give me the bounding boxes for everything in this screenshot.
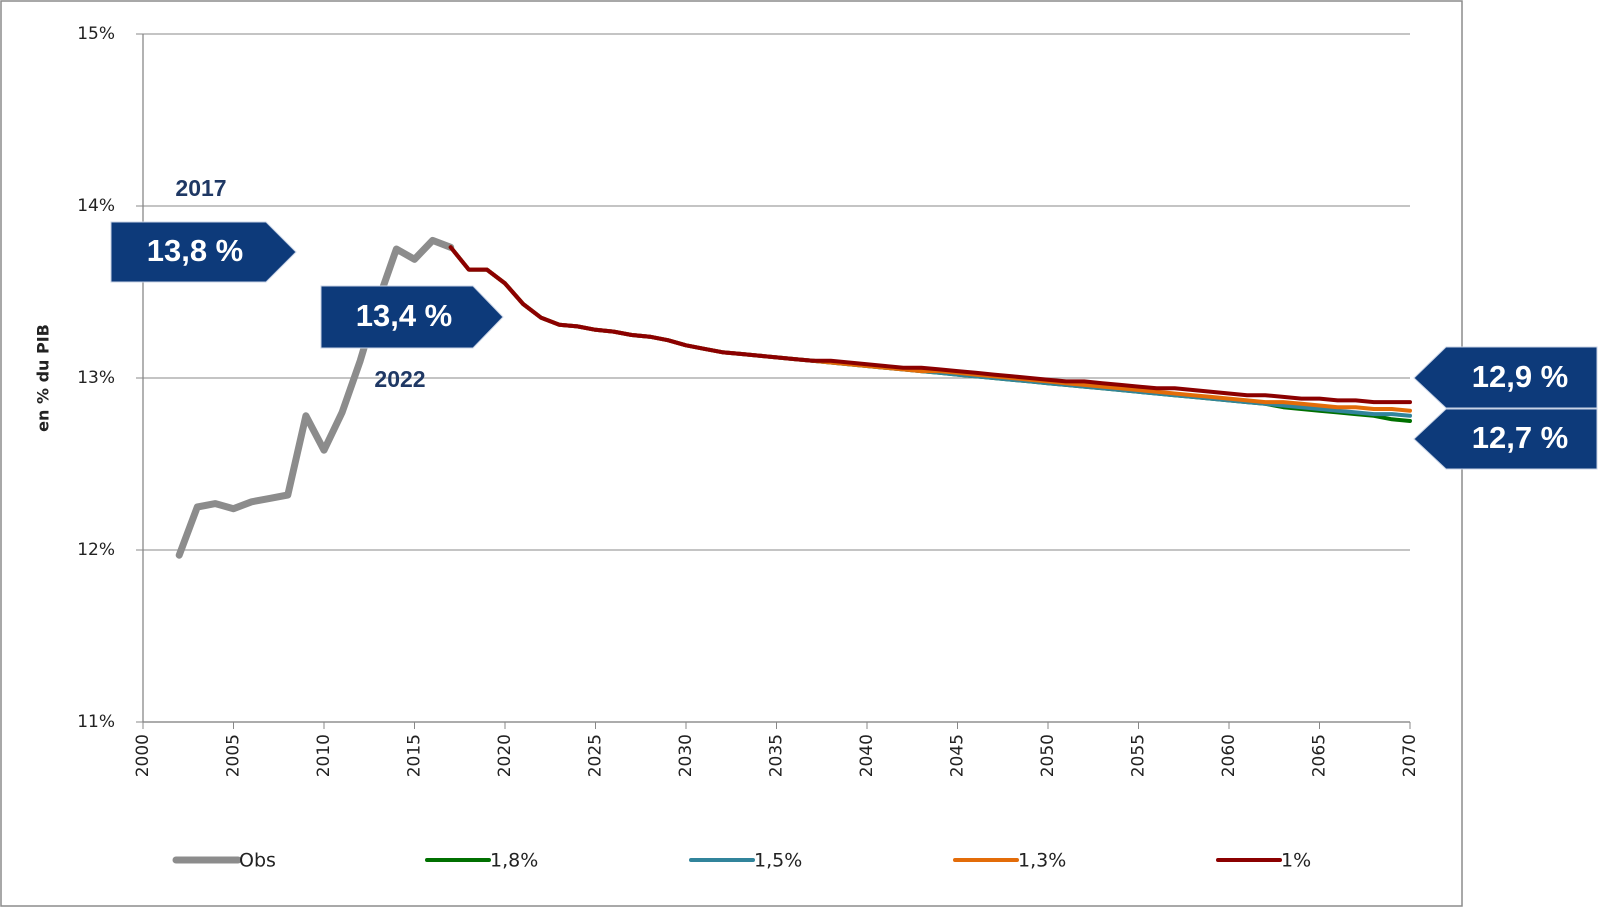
annotation: 13,4 % xyxy=(356,298,453,333)
x-tick-label: 2060 xyxy=(1219,734,1239,777)
x-tick-label: 2045 xyxy=(948,734,968,777)
callout xyxy=(1413,346,1598,409)
x-tick-label: 2040 xyxy=(857,734,877,777)
legend-label: 1,8% xyxy=(490,850,538,872)
annotation: 13,8 % xyxy=(147,233,244,268)
y-tick-label: 14% xyxy=(77,196,115,216)
y-axis-label: en % du PIB xyxy=(34,324,53,432)
y-tick-label: 15% xyxy=(77,24,115,44)
series-line xyxy=(175,236,455,559)
legend-label: 1,3% xyxy=(1018,850,1066,872)
annotations: 2017 13,8 % 13,4 % 2022 12,9 % 12,7 % xyxy=(110,175,1598,470)
x-tick-label: 2055 xyxy=(1129,734,1149,777)
plot-area: 11% 12% 13% 14% 15% 2000 2005 2010 2015 2020 2025 2… xyxy=(77,24,1420,777)
y-tick-label: 11% xyxy=(77,712,115,732)
x-tick-label: 2020 xyxy=(495,734,515,777)
y-tick-label: 12% xyxy=(77,540,115,560)
chart-frame xyxy=(0,0,1463,907)
x-tick-label: 2025 xyxy=(586,734,606,777)
callout xyxy=(320,285,504,349)
annotation: 2022 xyxy=(374,366,425,392)
x-tick-label: 2050 xyxy=(1038,734,1058,777)
annotation: 12,9 % xyxy=(1472,359,1569,394)
x-tick-label: 2035 xyxy=(767,734,787,777)
x-tick-label: 2065 xyxy=(1310,734,1330,777)
legend-label: 1,5% xyxy=(754,850,802,872)
x-tick-label: 2070 xyxy=(1400,734,1420,777)
x-tick-label: 2010 xyxy=(314,734,334,777)
x-tick-label: 2000 xyxy=(133,734,153,777)
x-tick-label: 2005 xyxy=(224,734,244,777)
x-tick-label: 2030 xyxy=(676,734,696,777)
y-tick-label: 13% xyxy=(77,368,115,388)
annotation: 12,7 % xyxy=(1472,420,1569,455)
callout xyxy=(110,221,297,283)
callout xyxy=(1413,408,1598,470)
annotation: 2017 xyxy=(175,175,226,201)
x-tick-label: 2015 xyxy=(405,734,425,777)
legend-label: 1% xyxy=(1281,850,1311,872)
series-line xyxy=(448,245,1412,405)
legend: Obs 1,8% 1,5% 1,3% 1% xyxy=(172,850,1311,872)
legend-label: Obs xyxy=(239,850,276,872)
